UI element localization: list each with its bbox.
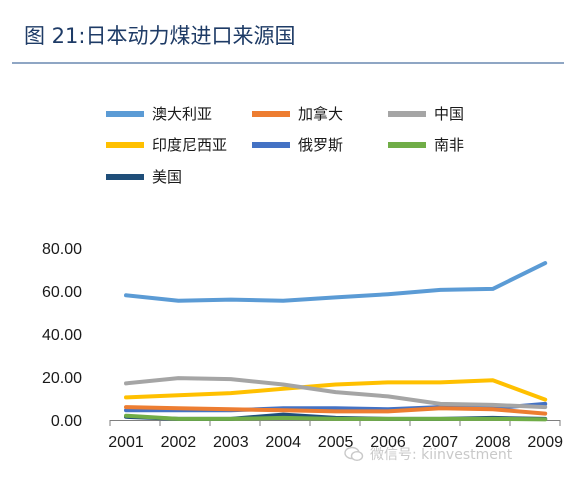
title-divider [12,62,564,64]
legend-label: 南非 [434,136,464,154]
legend-label: 俄罗斯 [298,136,343,154]
x-tick-label: 2001 [108,434,144,451]
watermark-text: 微信号: kiinvestment [370,447,513,463]
y-tick-label: 40.00 [42,327,82,344]
y-tick-label: 20.00 [42,370,82,387]
y-tick-label: 80.00 [42,241,82,258]
series-line [124,413,548,422]
x-tick-label: 2006 [370,434,406,451]
legend-item: 澳大利亚 [106,105,212,123]
series-line [124,378,548,402]
x-tick-label: 2002 [161,434,197,451]
series-line [124,405,548,416]
legend-item: 俄罗斯 [252,136,343,154]
legend-label: 中国 [434,105,464,123]
wechat-icon [344,446,364,462]
legend-item: 美国 [106,168,182,186]
series-line [124,376,548,410]
x-tick-label: 2005 [318,434,354,451]
legend-label: 印度尼西亚 [152,136,227,154]
figure-title: 图 21:日本动力煤进口来源国 [24,24,296,48]
series-line [124,261,548,303]
x-tick-label: 2004 [265,434,301,451]
legend-label: 美国 [152,168,182,186]
legend-item: 印度尼西亚 [106,136,227,154]
legend-label: 澳大利亚 [152,105,212,123]
series-layer [124,261,548,422]
x-tick-label: 2008 [475,434,511,451]
legend-item: 中国 [388,105,464,123]
legend-item: 南非 [388,136,464,154]
x-tick-label: 2003 [213,434,249,451]
x-tick-label: 2009 [527,434,563,451]
legend-label: 加拿大 [298,105,343,123]
y-tick-label: 60.00 [42,284,82,301]
legend-item: 加拿大 [252,105,343,123]
y-tick-label: 0.00 [51,413,82,430]
watermark: 微信号: kiinvestment [344,444,512,464]
y-axis: 0.00 20.00 40.00 60.00 80.00 [42,241,82,430]
x-tick-label: 2007 [423,434,459,451]
